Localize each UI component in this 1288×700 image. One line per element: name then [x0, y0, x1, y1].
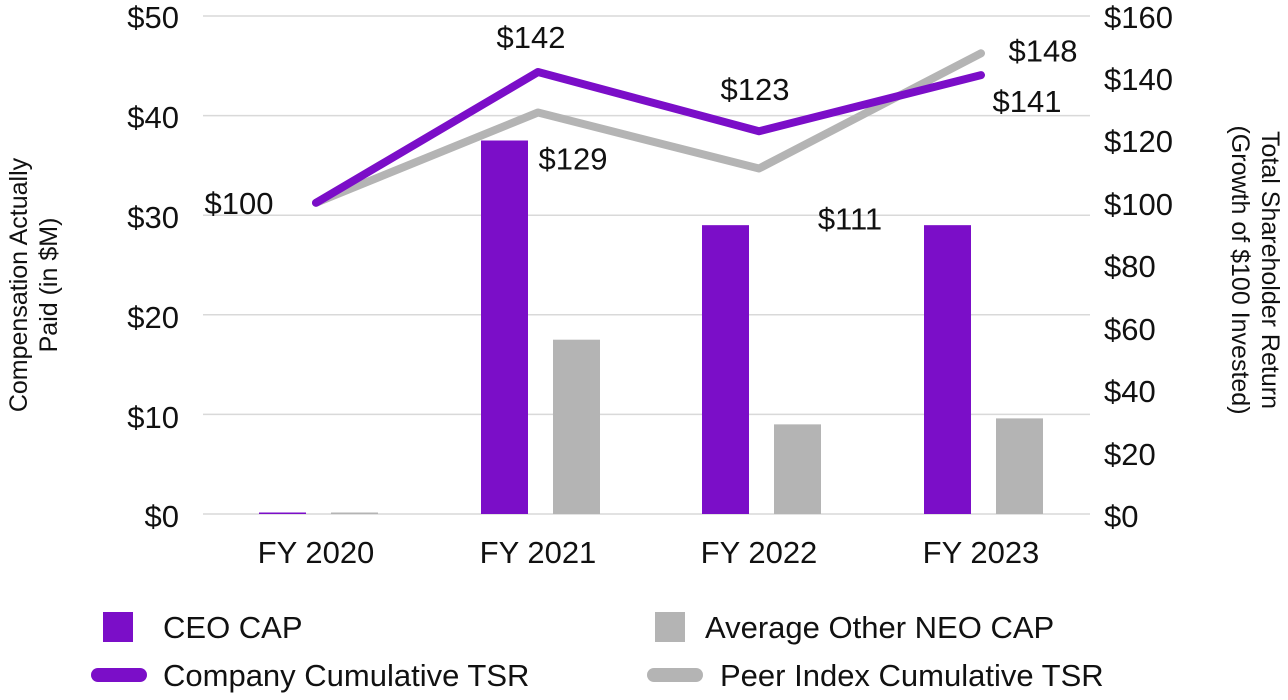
right-tick-label: $140 — [1104, 62, 1173, 97]
legend-label-company-tsr: Company Cumulative TSR — [163, 658, 529, 693]
x-axis: FY 2020 FY 2021 FY 2022 FY 2023 — [258, 535, 1040, 570]
neo-cap-bar-fy-2023 — [996, 418, 1043, 514]
ceo-cap-bar-fy-2022 — [702, 225, 749, 514]
right-tick-label: $0 — [1104, 499, 1138, 534]
peer-tsr-line — [312, 49, 985, 207]
company-tsr-label-fy-2021: $142 — [497, 20, 566, 55]
ceo-cap-bar-fy-2021 — [481, 140, 528, 514]
legend-label-neo-cap: Average Other NEO CAP — [705, 610, 1054, 645]
ceo-cap-bar-fy-2023 — [924, 225, 971, 514]
right-tick-label: $40 — [1104, 374, 1156, 409]
neo-cap-bar-fy-2020 — [331, 512, 378, 514]
neo-cap-bar-fy-2021 — [553, 339, 600, 514]
company-tsr-line — [312, 68, 985, 207]
left-tick-label: $20 — [127, 300, 179, 335]
left-axis-title: Paid (in $M) — [35, 218, 63, 353]
legend-label-peer-tsr: Peer Index Cumulative TSR — [720, 658, 1104, 693]
ceo-cap-bar-fy-2020 — [259, 512, 306, 514]
company-tsr-label-fy-2023: $141 — [993, 84, 1062, 119]
left-tick-label: $10 — [127, 400, 179, 435]
right-tick-label: $120 — [1104, 124, 1173, 159]
company-tsr-label-fy-2020: $100 — [205, 186, 274, 221]
left-tick-label: $0 — [145, 499, 179, 534]
peer-tsr-label-fy-2021: $129 — [539, 141, 608, 176]
left-tick-label: $50 — [127, 0, 179, 35]
x-tick-label: FY 2020 — [258, 535, 375, 570]
right-tick-label: $80 — [1104, 249, 1156, 284]
left-axis-title: Compensation Actually — [5, 157, 33, 412]
left-tick-label: $40 — [127, 100, 179, 135]
right-axis-title: Total Shareholder Return — [1256, 131, 1284, 409]
right-tick-label: $100 — [1104, 187, 1173, 222]
company-tsr-label-fy-2022: $123 — [721, 72, 790, 107]
x-tick-label: FY 2022 — [701, 535, 818, 570]
right-tick-label: $160 — [1104, 0, 1173, 35]
data-labels: $100 $142 $123 $141 $129 $111 $148 — [205, 20, 1078, 236]
x-tick-label: FY 2023 — [923, 535, 1040, 570]
left-axis: $0 $10 $20 $30 $40 $50 Compensation Actu… — [5, 0, 179, 534]
legend: CEO CAP Average Other NEO CAP Company Cu… — [91, 610, 1104, 693]
peer-tsr-label-fy-2023: $148 — [1009, 33, 1078, 68]
right-axis-title: (Growth of $100 Invested) — [1226, 125, 1254, 414]
tsr-lines — [312, 49, 985, 207]
left-tick-label: $30 — [127, 200, 179, 235]
bars — [259, 140, 1043, 514]
legend-swatch-ceo-cap — [103, 612, 133, 642]
peer-tsr-label-fy-2022: $111 — [818, 202, 882, 237]
legend-swatch-neo-cap — [655, 612, 685, 642]
right-axis: $0 $20 $40 $60 $80 $100 $120 $140 $160 T… — [1104, 0, 1284, 534]
x-tick-label: FY 2021 — [480, 535, 597, 570]
right-tick-label: $60 — [1104, 312, 1156, 347]
neo-cap-bar-fy-2022 — [774, 424, 821, 514]
right-tick-label: $20 — [1104, 437, 1156, 472]
legend-label-ceo-cap: CEO CAP — [163, 610, 303, 645]
